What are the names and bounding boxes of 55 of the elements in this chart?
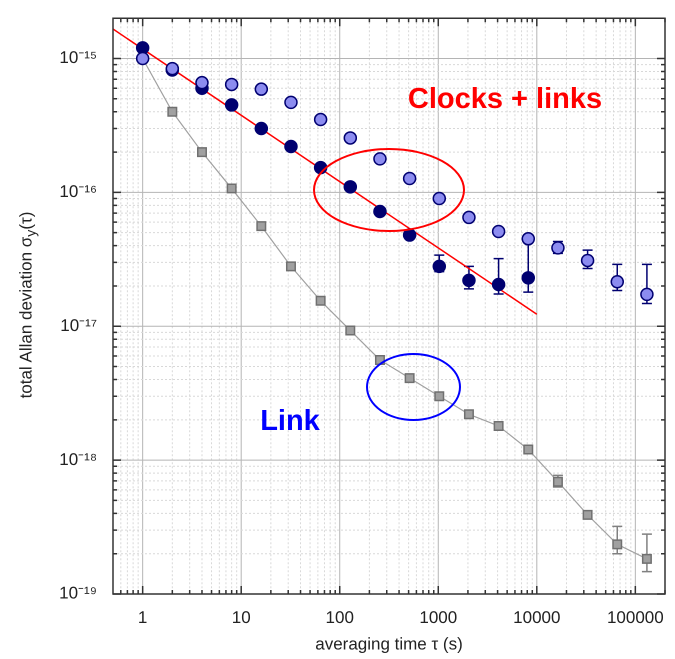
point	[196, 147, 207, 158]
point	[373, 204, 387, 218]
point	[582, 510, 593, 520]
point	[344, 180, 358, 194]
x-axis-title: averaging time τ (s)	[315, 634, 463, 654]
point	[640, 288, 654, 302]
point	[256, 221, 266, 232]
point	[462, 210, 476, 224]
point	[284, 140, 298, 154]
point	[464, 409, 474, 420]
y-tick-label: 10⁻¹⁸	[59, 450, 97, 469]
point	[167, 106, 178, 117]
point	[373, 152, 387, 166]
point	[492, 278, 506, 292]
point	[345, 325, 356, 336]
y-tick-label: 10⁻¹⁵	[59, 48, 97, 68]
point	[522, 271, 536, 285]
y-tick-label: 10⁻¹⁶	[59, 182, 97, 202]
point	[432, 192, 446, 206]
x-tick-label: 100	[326, 608, 354, 627]
point	[434, 391, 444, 402]
point	[612, 539, 622, 550]
point	[404, 373, 415, 384]
point	[402, 228, 416, 242]
point	[284, 96, 298, 110]
point	[314, 112, 328, 126]
x-tick-label: 1000	[419, 608, 458, 627]
x-tick-label: 10000	[513, 608, 560, 627]
point	[523, 444, 534, 455]
point	[402, 172, 416, 186]
point	[580, 254, 594, 268]
x-tick-label: 1	[138, 608, 148, 627]
point	[224, 98, 238, 112]
y-tick-label: 10⁻¹⁷	[60, 316, 97, 335]
point	[195, 76, 209, 90]
x-tick-label: 100000	[606, 608, 664, 627]
point	[642, 554, 652, 564]
x-tick-label: 10	[232, 608, 251, 627]
point	[492, 224, 506, 238]
point	[316, 296, 326, 306]
y-tick-label: 10⁻¹⁹	[59, 584, 97, 603]
point	[522, 232, 536, 246]
point	[136, 41, 150, 55]
point	[224, 78, 238, 92]
point	[432, 260, 446, 274]
point	[462, 274, 476, 288]
point	[254, 82, 268, 96]
point	[286, 261, 296, 272]
annotation: Clocks + links	[408, 83, 602, 115]
point	[494, 420, 504, 431]
point	[254, 122, 268, 136]
point	[226, 183, 237, 194]
point	[610, 274, 624, 288]
point	[344, 131, 358, 145]
annotation: Link	[260, 405, 321, 437]
